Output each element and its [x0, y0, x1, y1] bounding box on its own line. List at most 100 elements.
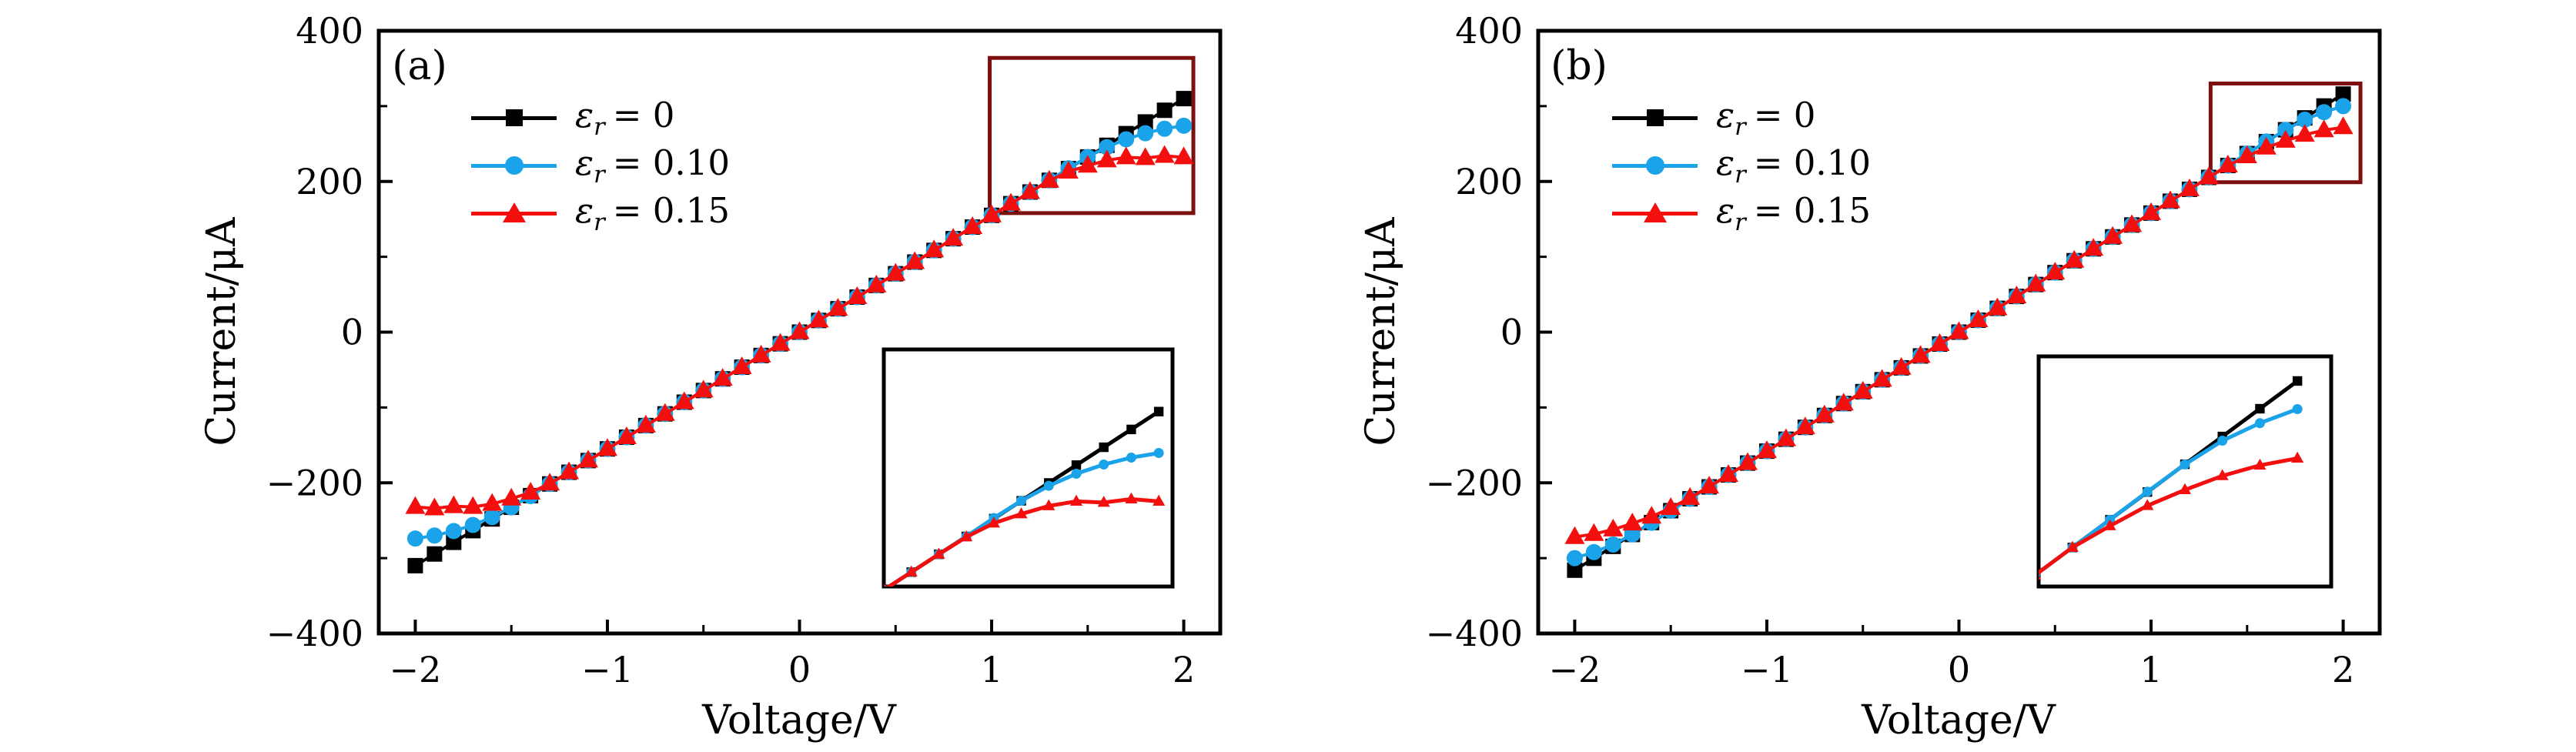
- chart-a-y-tick-label: −200: [266, 462, 363, 503]
- chart-b-inset-content: [1804, 376, 2304, 746]
- chart-b-series-triangle-marker: [1910, 345, 1931, 363]
- chart-b-series-square-marker: [2335, 86, 2351, 102]
- chart-b-series-triangle-marker: [2198, 166, 2219, 185]
- chart-a-inset-series-circle-marker: [1099, 460, 1109, 470]
- chart-b-inset-series-square-marker: [1918, 653, 1927, 663]
- chart-b-series-triangle-marker: [2064, 249, 2085, 268]
- chart-a-y-tick-label: 400: [296, 10, 363, 52]
- chart-b-series-triangle-marker: [2275, 129, 2296, 148]
- chart-a-highlight-rect: [988, 55, 1196, 216]
- chart-b-x-tick-label: 1: [2139, 649, 2162, 690]
- chart-b-series-triangle-marker: [2026, 273, 2046, 292]
- chart-a-series-circle-marker: [1099, 139, 1116, 155]
- chart-a-inset-series-circle-marker: [659, 727, 669, 737]
- chart-b-inset-series-circle-marker: [2292, 403, 2303, 414]
- chart-a-x-tick-label: −2: [390, 649, 442, 690]
- chart-a-inset-series-triangle-marker: [740, 673, 752, 683]
- chart-a-inset-series-circle-marker: [1043, 480, 1054, 491]
- chart-b-series-triangle-marker: [1795, 416, 1815, 435]
- chart-a-series-triangle-marker: [1077, 155, 1098, 173]
- chart-b-inset-series-triangle-marker: [2039, 575, 2042, 580]
- chart-a-series-triangle-marker: [501, 487, 522, 506]
- chart-a-inset-series-square-marker: [824, 621, 833, 630]
- chart-a-inset-box: [882, 347, 1175, 589]
- chart-a-inset-series-triangle-marker: [795, 637, 808, 647]
- chart-a-series-square-marker: [1176, 91, 1192, 107]
- chart-a-inset-series-circle-marker: [714, 692, 724, 702]
- chart-a-series-circle-marker: [406, 530, 423, 547]
- chart-a-y-tick-label: 200: [296, 161, 363, 202]
- chart-b-series-triangle-marker: [1603, 518, 1624, 536]
- chart-a-y-tick-label: 0: [341, 312, 363, 353]
- chart-a-inset-series-triangle-marker: [768, 655, 780, 666]
- chart-a-series-triangle-marker: [943, 228, 964, 246]
- chart-a-series-triangle-marker: [1000, 192, 1021, 211]
- chart-a-series-triangle-marker: [905, 251, 925, 269]
- chart-a-inset-series-triangle-marker: [1069, 494, 1083, 506]
- chart-a-series-triangle-marker: [520, 481, 541, 500]
- chart-a-inset-series-square-marker: [1126, 424, 1136, 435]
- chart-b-inset-series-circle-marker: [2142, 486, 2153, 497]
- chart-b-series-triangle-marker: [1891, 356, 1912, 375]
- chart-a-inset-series-triangle-marker: [905, 565, 918, 577]
- chart-b-inset-series-triangle-marker: [2178, 483, 2192, 495]
- chart-a-series-triangle-marker: [962, 216, 983, 234]
- chart-b-inset-series-circle-marker: [2254, 418, 2265, 429]
- chart-b-inset-series-triangle-marker: [1991, 597, 2003, 607]
- chart-b-series-circle-marker: [2316, 104, 2333, 121]
- chart-b-inset-series-circle-marker: [1880, 681, 1890, 691]
- chart-a-inset-series-triangle-marker: [1042, 499, 1055, 510]
- chart-b-inset-series-triangle-marker: [2066, 540, 2079, 552]
- chart-b-series-triangle-marker: [1756, 440, 1777, 459]
- chart-a-inset-series-circle-marker: [741, 674, 751, 684]
- chart-a-series-triangle-marker: [559, 461, 580, 480]
- chart-a-series-circle-marker: [483, 509, 500, 526]
- chart-a-series-triangle-marker: [463, 496, 483, 514]
- chart-b: −2 −1 0 1 2 −400 −200 0 200 400: [1426, 10, 2382, 746]
- chart-b-series-triangle-marker: [2159, 190, 2180, 209]
- chart-a-inset-series-triangle-marker: [850, 601, 862, 612]
- chart-b-x-tick-label: −1: [1741, 649, 1793, 690]
- chart-a-series-triangle-marker: [1154, 145, 1175, 163]
- chart-b-inset-series-circle-marker: [2217, 436, 2228, 446]
- chart-a-series-square-marker: [407, 557, 423, 573]
- chart-b-series-triangle-marker: [2141, 202, 2162, 220]
- chart-a-series-circle-marker: [464, 516, 481, 533]
- chart-b-series-triangle-marker: [1641, 506, 1662, 524]
- chart-b-inset-series-circle-marker: [1842, 709, 1852, 719]
- chart-a-series-triangle-marker: [540, 473, 560, 491]
- chart-a-inset-series-circle-marker: [1016, 496, 1027, 506]
- chart-a-inset-series-triangle-marker: [1153, 494, 1166, 506]
- chart-a-inset-series-square-marker: [631, 746, 641, 752]
- chart-a-series-square-marker: [446, 534, 462, 550]
- chart-b-series-triangle-marker: [1968, 309, 1989, 328]
- chart-b-series-triangle-marker: [2333, 116, 2354, 135]
- chart-a-inset-series-circle-marker: [769, 657, 779, 667]
- chart-b-series-triangle-marker: [1852, 380, 1873, 399]
- chart-a-inset-series-square-marker: [1071, 460, 1082, 470]
- chart-a-inset-series-circle-marker: [851, 603, 861, 613]
- chart-a-inset-series-triangle-marker: [932, 547, 945, 559]
- chart-a-inset-series-circle-marker: [1071, 468, 1082, 479]
- chart-b-series-square-marker: [1567, 562, 1583, 578]
- chart-b-x-tick-label: 2: [2332, 649, 2354, 690]
- chart-a-series-triangle-marker: [654, 403, 675, 421]
- chart-b-inset-series-triangle-marker: [1804, 735, 1816, 746]
- chart-a-series-triangle-marker: [1096, 149, 1117, 168]
- chart-a-series-triangle-marker: [1058, 161, 1079, 179]
- chart-a-inset-series-square-marker: [687, 710, 696, 720]
- chart-a-inset-series-square-marker: [769, 657, 778, 666]
- chart-a-series-triangle-marker: [424, 497, 445, 516]
- chart-b-series-triangle-marker: [2083, 238, 2104, 256]
- chart-b-series-triangle-marker: [1987, 297, 2008, 316]
- chart-b-series-triangle-marker: [1699, 476, 1720, 494]
- chart-b-inset-series-triangle-marker: [2103, 519, 2116, 530]
- chart-b-series-triangle-marker: [1584, 523, 1604, 541]
- chart-b-inset-series-circle-marker: [1992, 598, 2002, 608]
- chart-a-series-circle-marker: [1118, 131, 1135, 148]
- chart-b-series-triangle-marker: [1622, 513, 1643, 531]
- chart-a-series-circle-marker: [445, 523, 462, 540]
- chart-b-inset-series-triangle-line: [2039, 456, 2298, 575]
- chart-a-series-square-marker: [427, 546, 443, 562]
